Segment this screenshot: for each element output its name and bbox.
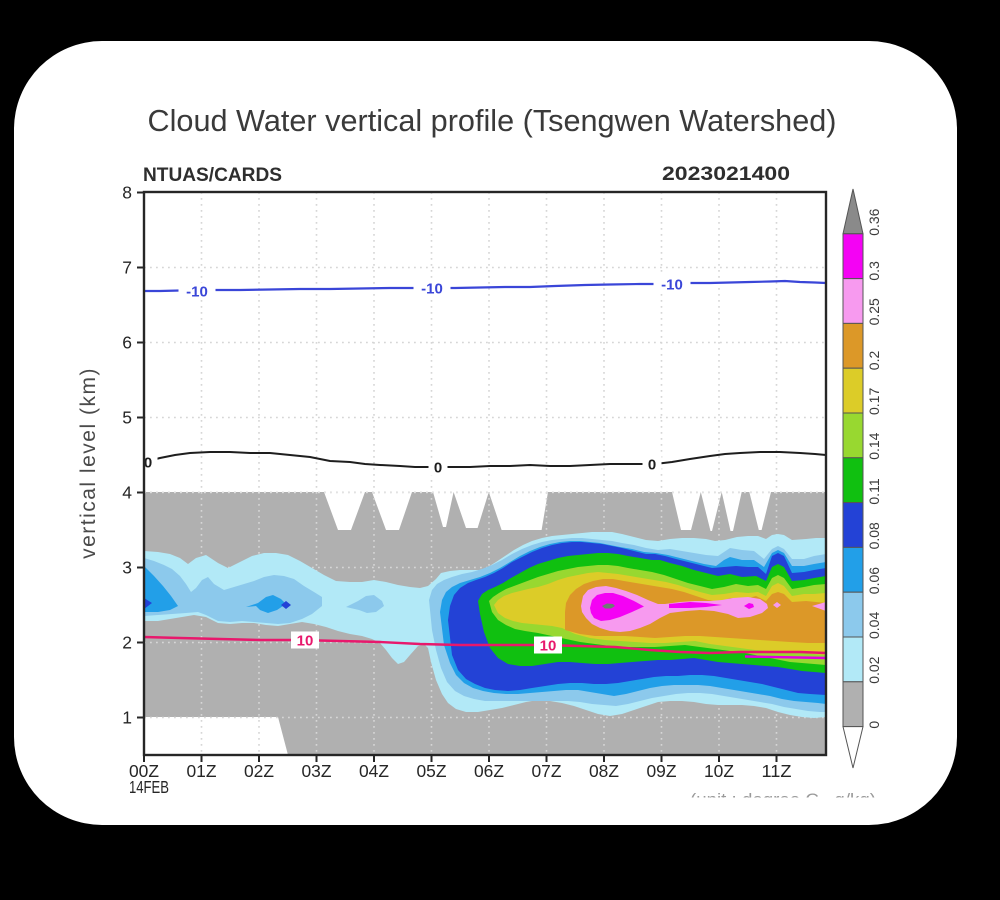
svg-text:vertical level (km): vertical level (km) — [77, 367, 100, 559]
svg-text:-10: -10 — [186, 283, 208, 300]
svg-text:0: 0 — [434, 459, 442, 476]
svg-text:10: 10 — [540, 637, 557, 654]
svg-text:2023021400: 2023021400 — [662, 164, 790, 185]
svg-text:14FEB: 14FEB — [129, 777, 169, 797]
svg-text:03Z: 03Z — [302, 761, 332, 781]
svg-text:0.08: 0.08 — [866, 522, 882, 549]
svg-text:0.11: 0.11 — [866, 478, 882, 504]
svg-text:8: 8 — [122, 183, 132, 203]
svg-text:0: 0 — [866, 721, 882, 729]
svg-text:01Z: 01Z — [187, 761, 217, 781]
svg-text:NTUAS/CARDS: NTUAS/CARDS — [143, 165, 282, 186]
svg-text:Cloud Water vertical profile (: Cloud Water vertical profile (Tsengwen W… — [148, 103, 837, 138]
svg-text:0.3: 0.3 — [866, 261, 882, 281]
svg-text:0.04: 0.04 — [866, 612, 882, 639]
svg-text:6: 6 — [122, 333, 132, 353]
svg-text:5: 5 — [122, 408, 132, 428]
svg-text:0.2: 0.2 — [866, 351, 882, 371]
svg-text:-10: -10 — [421, 280, 443, 297]
svg-text:(unit : degree C , g/kg): (unit : degree C , g/kg) — [690, 790, 876, 809]
svg-text:00Z: 00Z — [129, 761, 159, 781]
svg-text:04Z: 04Z — [359, 761, 389, 781]
svg-text:0.02: 0.02 — [866, 656, 882, 683]
svg-text:06Z: 06Z — [474, 761, 504, 781]
svg-text:3: 3 — [122, 558, 132, 578]
svg-text:0.06: 0.06 — [866, 567, 882, 594]
svg-text:08Z: 08Z — [589, 761, 619, 781]
svg-text:0.14: 0.14 — [866, 432, 882, 459]
svg-text:2: 2 — [122, 633, 132, 653]
svg-text:10Z: 10Z — [704, 761, 734, 781]
svg-text:7: 7 — [122, 258, 132, 278]
svg-text:-10: -10 — [661, 276, 683, 293]
svg-text:05Z: 05Z — [417, 761, 447, 781]
svg-text:0.25: 0.25 — [866, 298, 882, 325]
svg-text:0.17: 0.17 — [866, 388, 882, 415]
svg-text:07Z: 07Z — [532, 761, 562, 781]
svg-text:0: 0 — [144, 454, 152, 471]
svg-text:0.36: 0.36 — [866, 208, 882, 235]
svg-text:4: 4 — [122, 483, 132, 503]
svg-text:1: 1 — [122, 708, 132, 728]
svg-text:09Z: 09Z — [647, 761, 677, 781]
svg-text:0: 0 — [648, 456, 656, 473]
svg-text:10: 10 — [297, 632, 314, 649]
svg-text:11Z: 11Z — [762, 761, 792, 781]
svg-text:02Z: 02Z — [244, 761, 274, 781]
